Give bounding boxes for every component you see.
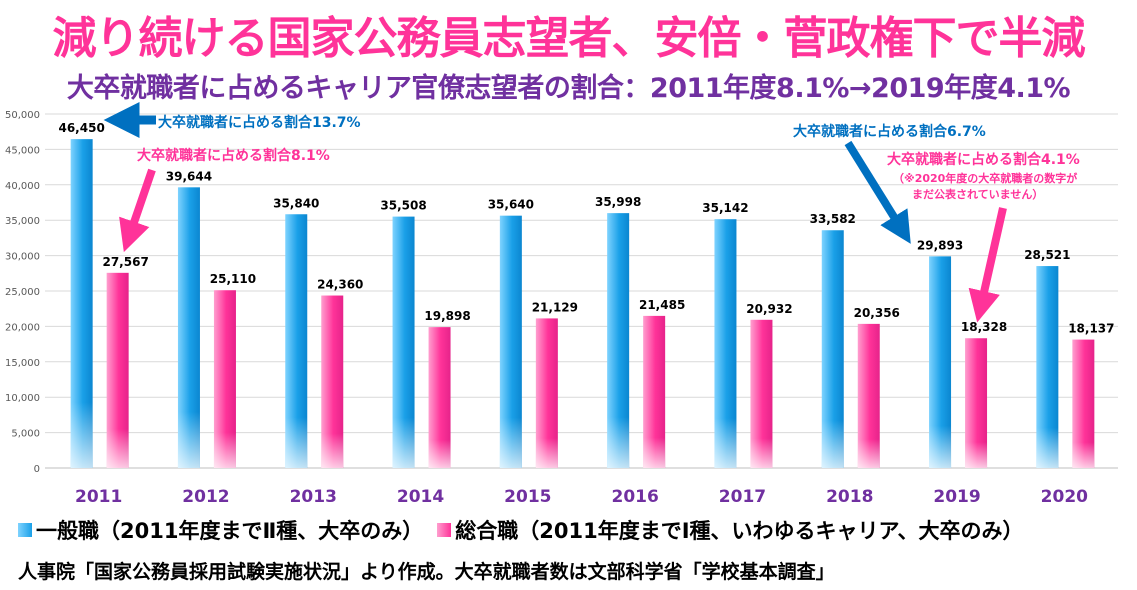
- callout-arrow-2019-general: [844, 140, 911, 244]
- y-tick-label: 5,000: [11, 429, 40, 440]
- data-label-career-2018: 20,356: [854, 306, 900, 320]
- y-tick-label: 35,000: [5, 216, 40, 227]
- x-tick-label-2012: 2012: [182, 487, 229, 507]
- x-tick-label-2020: 2020: [1041, 487, 1088, 507]
- y-tick-label: 20,000: [5, 322, 40, 333]
- callout-2019-career: 大卒就職者に占める割合4.1%: [887, 151, 1080, 168]
- callout-arrow-2011-career: [119, 168, 156, 253]
- data-label-general-2016: 35,998: [595, 195, 641, 209]
- data-label-career-2012: 25,110: [210, 272, 256, 286]
- bar-fade-2019-1: [965, 338, 988, 468]
- data-label-career-2020: 18,137: [1068, 322, 1114, 336]
- data-label-general-2012: 39,644: [166, 169, 212, 183]
- callout-2020-note-line1: （※2020年度の大卒就職者の数字が: [893, 171, 1077, 185]
- bar-fade-2013-0: [285, 214, 308, 468]
- bar-fade-2014-1: [428, 327, 451, 468]
- bar-fade-2016-1: [643, 315, 666, 468]
- x-tick-label-2017: 2017: [719, 487, 766, 507]
- bar-chart: 0 5,000 10,000 15,000 20,000 25,000 30,000 35,0…: [5, 102, 1118, 507]
- bar-fade-2014-0: [392, 216, 415, 468]
- legend-label-general: 一般職（2011年度までⅡ種、大卒のみ）: [36, 519, 424, 543]
- data-label-career-2014: 19,898: [424, 309, 470, 323]
- bar-fade-2013-1: [321, 295, 344, 468]
- x-tick-label-2018: 2018: [826, 487, 873, 507]
- y-tick-label: 0: [34, 464, 40, 475]
- y-tick-label: 10,000: [5, 393, 40, 404]
- data-label-general-2014: 35,508: [380, 199, 426, 213]
- y-tick-label: 45,000: [5, 145, 40, 156]
- bar-fade-2020-0: [1036, 266, 1059, 468]
- callout-2011-general: 大卒就職者に占める割合13.7%: [158, 114, 361, 131]
- y-tick-label: 30,000: [5, 252, 40, 263]
- callout-arrow-2019-career: [968, 207, 1007, 323]
- x-tick-label-2019: 2019: [933, 487, 980, 507]
- callout-2019-general: 大卒就職者に占める割合6.7%: [793, 123, 986, 140]
- bar-fade-2011-0: [70, 139, 93, 468]
- data-label-career-2017: 20,932: [746, 302, 792, 316]
- y-tick-label: 50,000: [5, 110, 40, 121]
- bar-fade-2016-0: [607, 213, 630, 468]
- x-tick-label-2016: 2016: [611, 487, 658, 507]
- legend-swatch-career: [437, 523, 452, 537]
- source-note: 人事院「国家公務員採用試験実施状況」より作成。大卒就職者数は文部科学省「学校基本…: [18, 561, 835, 583]
- bar-fade-2019-0: [929, 256, 952, 468]
- bar-fade-2017-0: [714, 219, 737, 468]
- legend-swatch-general: [18, 523, 32, 537]
- data-label-general-2018: 33,582: [810, 212, 856, 226]
- data-label-general-2015: 35,640: [488, 198, 534, 212]
- y-tick-label: 25,000: [5, 287, 40, 298]
- legend-label-career: 総合職（2011年度までⅠ種、いわゆるキャリア、大卒のみ）: [455, 519, 1024, 543]
- bar-fade-2015-1: [535, 318, 558, 468]
- x-tick-label-2013: 2013: [290, 487, 337, 507]
- callout-2011-career: 大卒就職者に占める割合8.1%: [137, 147, 330, 164]
- bar-fade-2018-1: [857, 323, 880, 468]
- legend: 一般職（2011年度までⅡ種、大卒のみ） 総合職（2011年度までⅠ種、いわゆる…: [18, 515, 1023, 545]
- data-label-career-2015: 21,129: [532, 300, 578, 314]
- data-label-general-2011: 46,450: [58, 121, 104, 135]
- callout-2020-note-line2: まだ公表されていません）: [912, 187, 1043, 201]
- bar-fade-2012-0: [177, 187, 200, 468]
- data-label-general-2017: 35,142: [702, 201, 748, 215]
- data-label-general-2013: 35,840: [273, 196, 319, 210]
- chart-subtitle: 大卒就職者に占めるキャリア官僚志望者の割合：2011年度8.1%→2019年度4…: [66, 73, 1071, 104]
- bar-fade-2020-1: [1072, 339, 1095, 468]
- chart-title: 減り続ける国家公務員志望者、安倍・菅政権下で半減: [52, 13, 1086, 64]
- bar-fade-2017-1: [750, 319, 773, 468]
- data-label-career-2019: 18,328: [961, 320, 1007, 334]
- data-label-career-2016: 21,485: [639, 298, 685, 312]
- data-label-general-2020: 28,521: [1024, 248, 1070, 262]
- x-tick-label-2011: 2011: [75, 487, 122, 507]
- x-tick-label-2014: 2014: [397, 487, 444, 507]
- bar-fade-2011-1: [106, 272, 129, 468]
- bar-fade-2012-1: [213, 290, 236, 468]
- y-tick-label: 15,000: [5, 358, 40, 369]
- data-label-general-2019: 29,893: [917, 238, 963, 252]
- bar-fade-2015-0: [499, 215, 522, 468]
- data-label-career-2013: 24,360: [317, 278, 363, 292]
- y-tick-label: 40,000: [5, 181, 40, 192]
- bar-fade-2018-0: [821, 230, 844, 468]
- x-tick-label-2015: 2015: [504, 487, 551, 507]
- data-label-career-2011: 27,567: [102, 255, 148, 269]
